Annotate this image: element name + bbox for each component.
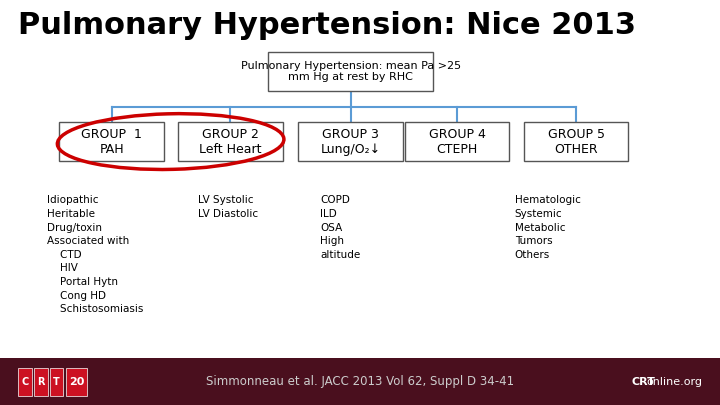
FancyBboxPatch shape (59, 122, 164, 161)
Bar (66, 368, 87, 396)
Text: GROUP 5
OTHER: GROUP 5 OTHER (547, 128, 605, 156)
Text: online.org: online.org (646, 377, 702, 387)
Text: CRT: CRT (631, 377, 655, 387)
Text: Hematologic
Systemic
Metabolic
Tumors
Others: Hematologic Systemic Metabolic Tumors Ot… (515, 195, 580, 260)
FancyBboxPatch shape (299, 122, 403, 161)
Bar (34, 368, 48, 396)
Text: Idiopathic
Heritable
Drug/toxin
Associated with
    CTD
    HIV
    Portal Hytn
: Idiopathic Heritable Drug/toxin Associat… (47, 195, 143, 314)
Text: R: R (37, 377, 45, 387)
Text: T: T (53, 377, 60, 387)
Text: 20: 20 (68, 377, 84, 387)
Text: GROUP 2
Left Heart: GROUP 2 Left Heart (199, 128, 261, 156)
Text: LV Systolic
LV Diastolic: LV Systolic LV Diastolic (198, 195, 258, 219)
Text: GROUP  1
PAH: GROUP 1 PAH (81, 128, 142, 156)
Text: GROUP 3
Lung/O₂↓: GROUP 3 Lung/O₂↓ (320, 128, 381, 156)
FancyBboxPatch shape (405, 122, 510, 161)
Text: GROUP 4
CTEPH: GROUP 4 CTEPH (429, 128, 485, 156)
Bar (18, 368, 32, 396)
Bar (50, 368, 63, 396)
Text: Pulmonary Hypertension: Nice 2013: Pulmonary Hypertension: Nice 2013 (18, 11, 636, 40)
Text: Simmonneau et al. JACC 2013 Vol 62, Suppl D 34-41: Simmonneau et al. JACC 2013 Vol 62, Supp… (206, 375, 514, 388)
FancyBboxPatch shape (268, 52, 433, 92)
Text: C: C (21, 377, 29, 387)
Text: COPD
ILD
OSA
High
altitude: COPD ILD OSA High altitude (320, 195, 361, 260)
Text: Pulmonary Hypertension: mean Pa >25
mm Hg at rest by RHC: Pulmonary Hypertension: mean Pa >25 mm H… (240, 61, 461, 83)
FancyBboxPatch shape (179, 122, 283, 161)
FancyBboxPatch shape (524, 122, 628, 161)
